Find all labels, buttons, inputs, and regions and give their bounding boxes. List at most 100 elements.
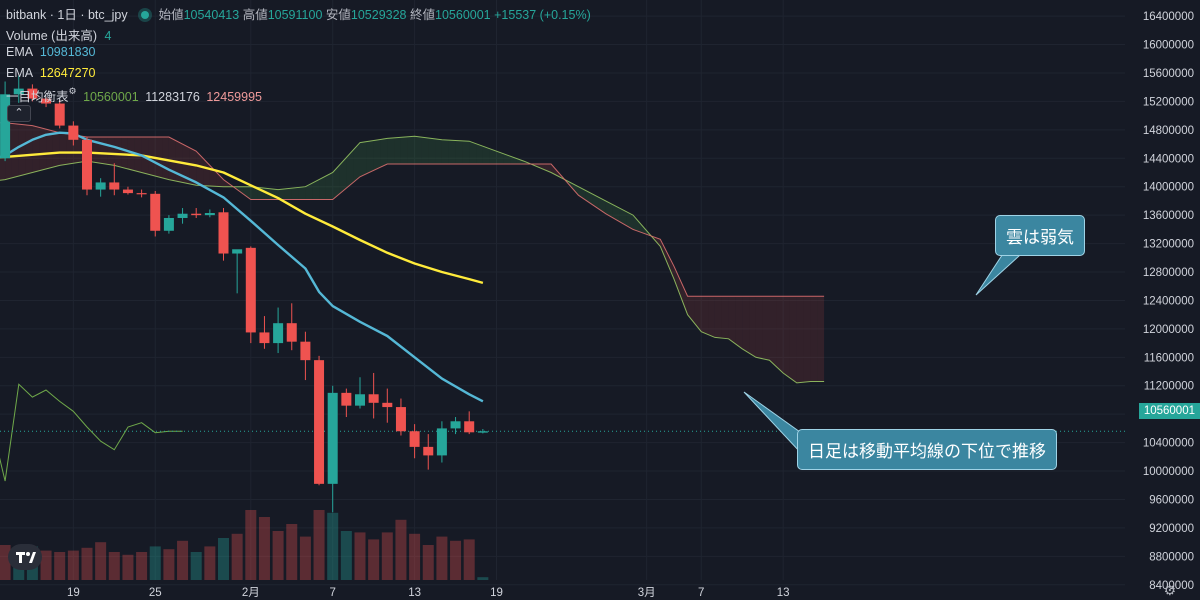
volume-bar (422, 545, 434, 580)
tradingview-logo-icon[interactable] (8, 544, 42, 570)
cloud-segment (284, 188, 292, 200)
cloud-segment (619, 208, 627, 226)
cloud-segment (353, 142, 360, 183)
candle-body (464, 421, 475, 433)
lagging-span-line (0, 383, 183, 482)
cloud-segment (441, 139, 449, 164)
volume-bar (245, 510, 257, 580)
cloud-segment (503, 153, 511, 164)
x-tick-label: 19 (67, 587, 80, 599)
candle-body (395, 407, 406, 432)
candle-body (245, 247, 256, 333)
y-tick-label: 14800000 (1143, 125, 1194, 137)
volume-bar (409, 533, 421, 580)
volume-bar (354, 532, 366, 580)
volume-bar (381, 532, 393, 580)
candle-body (204, 213, 215, 216)
low-value: 10529328 (350, 8, 407, 22)
ema-fast-legend[interactable]: EMA 10981830 (6, 45, 96, 59)
cloud-segment (189, 147, 197, 186)
high-value: 10591100 (267, 8, 323, 22)
cloud-segment (237, 186, 244, 195)
candle-body (163, 217, 174, 231)
cloud-segment (694, 296, 702, 332)
cloud-segment (250, 186, 258, 200)
cloud-segment (366, 140, 374, 174)
symbol-title[interactable]: bitbank · 1日 · btc_jpy (6, 8, 128, 22)
cloud-segment (203, 158, 210, 186)
cloud-segment (489, 148, 497, 164)
candle-body (436, 428, 447, 456)
cloud-note-callout: 雲は弱気 (995, 215, 1085, 256)
candle-body (327, 392, 338, 484)
cloud-segment (776, 296, 784, 373)
candle-body (382, 402, 393, 408)
open-value: 10540413 (183, 8, 240, 22)
cloud-segment (448, 140, 456, 164)
cloud-segment (762, 296, 770, 361)
collapse-legend-button[interactable]: ⌃ (7, 105, 31, 122)
candle-body (41, 98, 52, 104)
senkou-span-a-line (0, 135, 825, 384)
cloud-segment (469, 141, 477, 164)
settings-icon[interactable]: ⚙ (68, 86, 77, 96)
cloud-segment (73, 134, 81, 164)
cloud-segment (380, 138, 388, 168)
ichimoku-legend[interactable]: 一目均衡表⚙ 10560001 11283176 12459995 (6, 86, 262, 105)
cloud-segment (612, 204, 620, 222)
volume-legend[interactable]: Volume (出来高) 4 (6, 25, 111, 44)
candle-body (150, 193, 161, 231)
cloud-segment (537, 163, 545, 170)
volume-bar (190, 552, 202, 580)
gear-icon[interactable]: ⚙ (1163, 582, 1176, 598)
y-tick-label: 9600000 (1149, 494, 1194, 506)
cloud-segment (633, 215, 640, 232)
volume-bar (177, 540, 189, 580)
cloud-segment (305, 183, 313, 200)
volume-bar (327, 512, 339, 580)
cloud-segment (168, 136, 176, 182)
cloud-segment (278, 188, 285, 200)
cloud-segment (360, 141, 367, 177)
volume-bar (258, 517, 270, 580)
candle-body (368, 394, 379, 403)
ichimoku-value-1: 10560001 (83, 90, 139, 104)
cloud-segment (755, 296, 763, 359)
cloud-segment (578, 186, 586, 200)
cloud-segment (216, 172, 224, 187)
cloud-segment (18, 124, 26, 177)
y-tick-label: 10400000 (1143, 438, 1194, 450)
cloud-segment (462, 140, 470, 164)
volume-bar (108, 552, 120, 580)
candle-body (450, 421, 461, 429)
cloud-segment (52, 130, 60, 168)
x-tick-label: 7 (698, 587, 704, 599)
cloud-segment (332, 165, 340, 200)
cloud-segment (100, 136, 108, 165)
senkou-span-b-line (0, 122, 825, 297)
cloud-segment (735, 296, 743, 349)
cloud-segment (312, 179, 320, 200)
cloud-segment (66, 133, 74, 165)
y-tick-label: 13600000 (1143, 210, 1194, 222)
volume-bar (299, 536, 311, 580)
cloud-segment (387, 137, 395, 164)
cloud-segment (496, 151, 504, 164)
cloud-segment (39, 127, 47, 171)
x-tick-label: 3月 (638, 587, 656, 599)
volume-bar (436, 536, 448, 580)
ema-fast-value: 10981830 (39, 45, 96, 59)
volume-bar (149, 546, 161, 580)
cloud-segment (742, 296, 750, 354)
cloud-segment (769, 296, 777, 367)
open-label: 始値 (158, 8, 184, 22)
y-tick-label: 14000000 (1143, 182, 1194, 194)
volume-label: Volume (出来高) (6, 29, 97, 43)
volume-bar (313, 510, 325, 580)
ema-slow-legend[interactable]: EMA 12647270 (6, 66, 96, 80)
x-tick-label: 7 (329, 587, 335, 599)
y-tick-label: 15200000 (1143, 96, 1194, 108)
volume-bar (395, 519, 407, 580)
y-tick-label: 13200000 (1143, 239, 1194, 251)
